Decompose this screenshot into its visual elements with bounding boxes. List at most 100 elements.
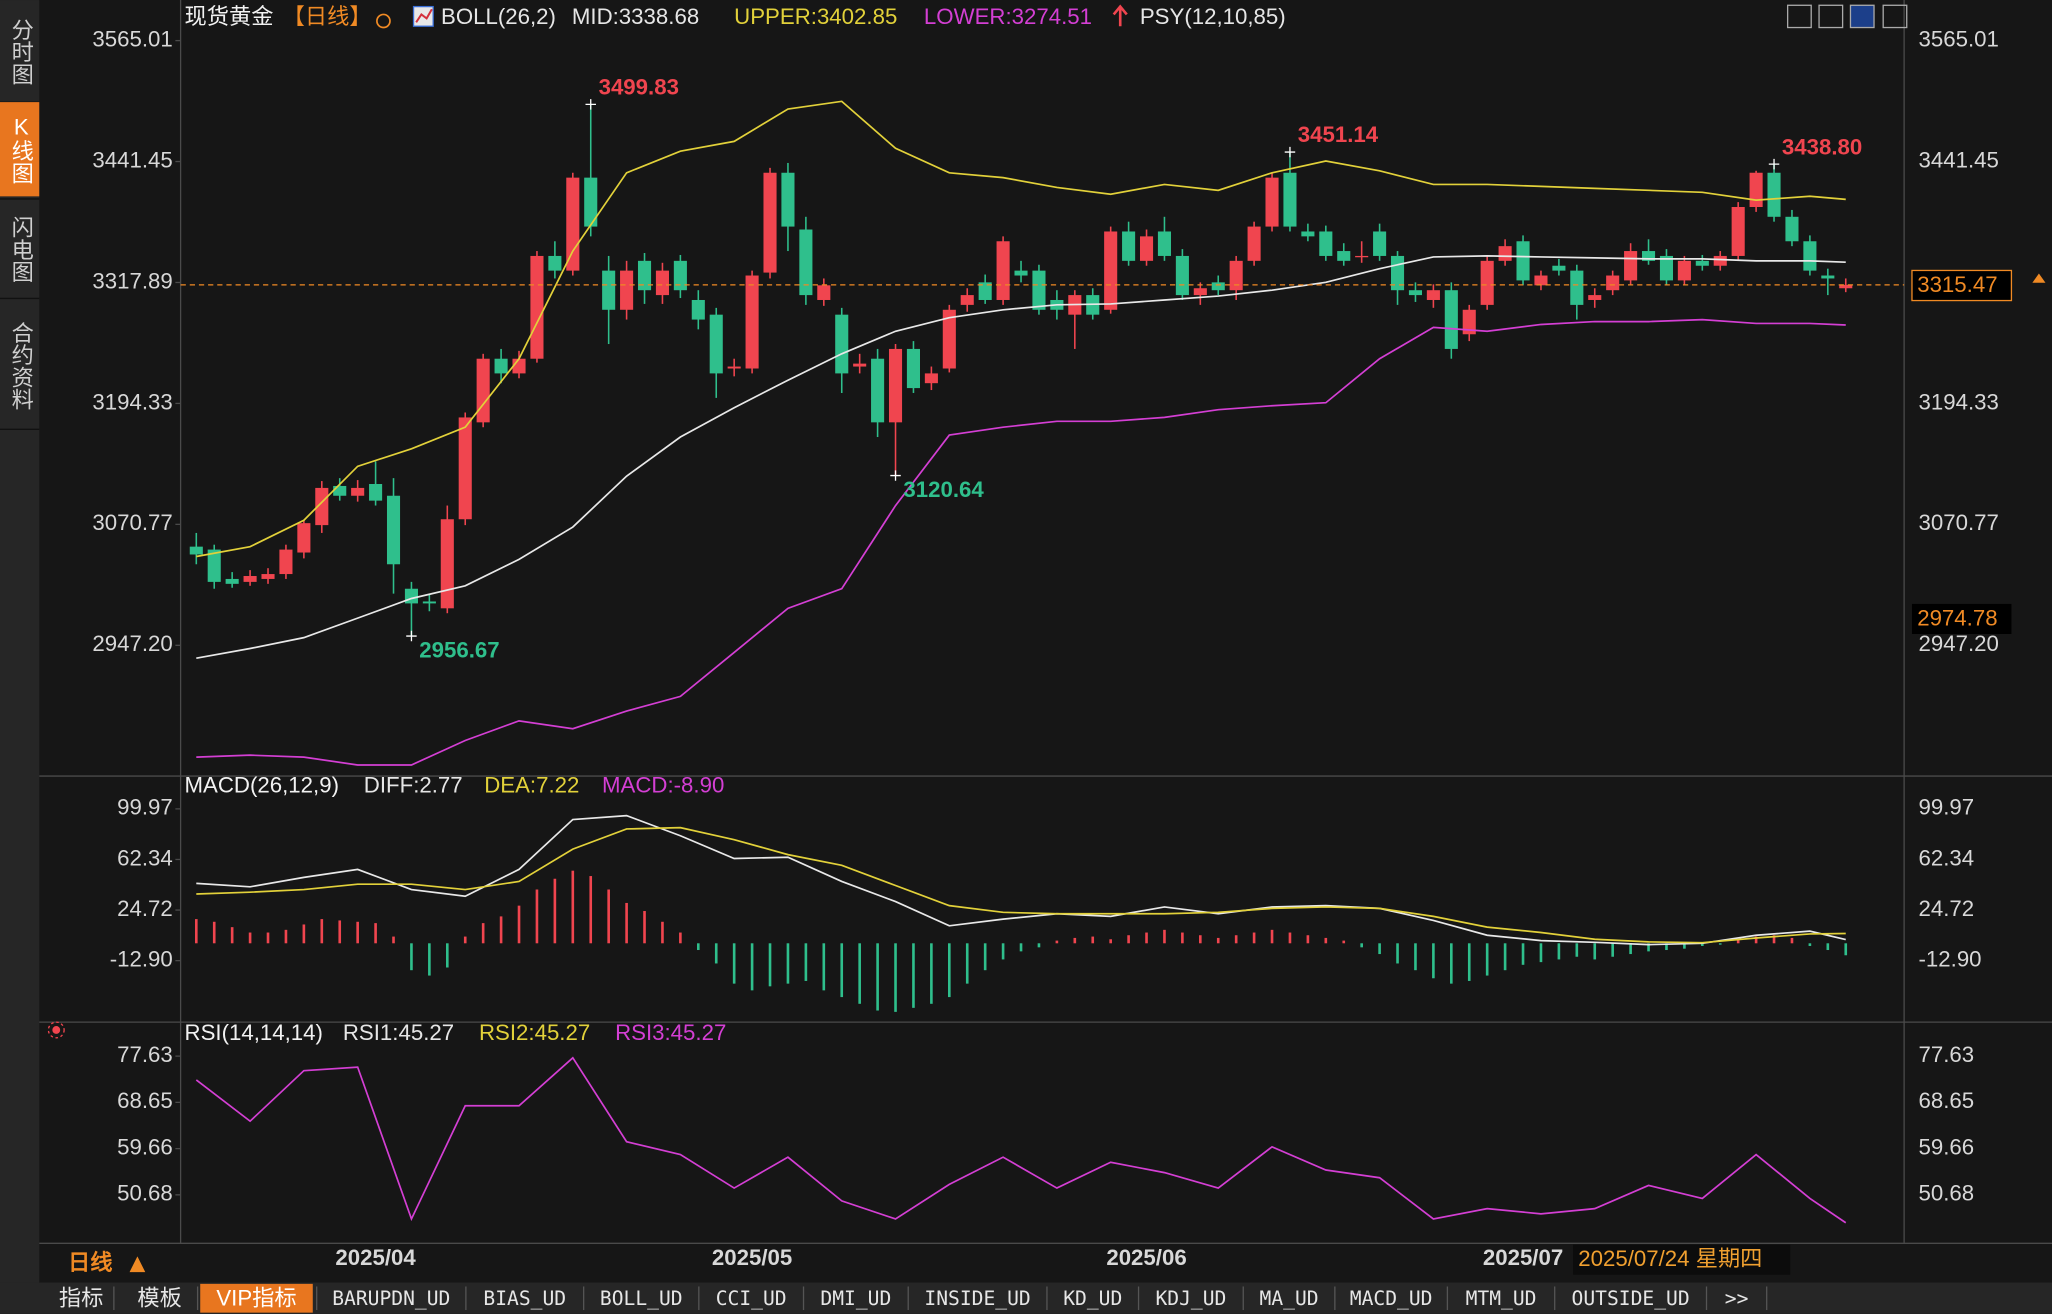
- macd-bar: [1485, 943, 1489, 976]
- tab-active: [200, 1283, 313, 1313]
- candle-body: [1570, 270, 1584, 305]
- y-tick-label: 3565.01: [92, 26, 172, 51]
- annotation: 3120.64: [903, 477, 984, 502]
- candle-body: [1588, 295, 1602, 300]
- y-tick-label-right: 3565.01: [1919, 26, 1999, 51]
- tooltip: 2025/07/24 星期四: [1578, 1246, 1762, 1271]
- macd-bar: [445, 943, 449, 968]
- macd-bar: [948, 943, 951, 998]
- extreme-marker: [406, 630, 417, 642]
- candle-body: [1032, 270, 1046, 310]
- macd-bar: [230, 927, 234, 944]
- tab[interactable]: >>: [1725, 1287, 1749, 1310]
- sidebar-active: [0, 102, 40, 197]
- macd-bar: [1611, 943, 1614, 957]
- legend-entry: LOWER:3274.51: [924, 4, 1092, 29]
- toolbar-icons[interactable]: [1786, 4, 1908, 29]
- macd-bar: [320, 919, 324, 944]
- legend-entry: MID:3338.68: [572, 4, 699, 29]
- macd-bar: [965, 943, 969, 984]
- candle-body: [1211, 282, 1225, 291]
- macd-bar: [1360, 943, 1363, 948]
- add-icon[interactable]: [376, 13, 391, 29]
- icon[interactable]: [1849, 4, 1875, 29]
- candle-body: [243, 576, 257, 582]
- x-tick-label: 2025/07: [1483, 1245, 1563, 1270]
- y-tick-label: 3070.77: [92, 510, 172, 535]
- icon[interactable]: [1882, 4, 1908, 29]
- tab[interactable]: CCI_UD: [716, 1287, 787, 1310]
- macd-bar: [1718, 943, 1722, 945]
- macd-bar: [607, 889, 610, 944]
- candle-body: [745, 275, 759, 369]
- tab[interactable]: INSIDE_UD: [924, 1287, 1030, 1310]
- indicator-line: [196, 318, 1846, 766]
- period-switch-arrow[interactable]: [129, 1256, 146, 1273]
- candle-body: [476, 358, 490, 423]
- sidebar-item[interactable]: K线图: [9, 114, 34, 184]
- macd-bar: [1432, 943, 1435, 979]
- legend-entry: UPPER:3402.85: [734, 4, 897, 29]
- candle-body: [691, 299, 705, 320]
- sidebar-item[interactable]: 合约资料: [9, 321, 34, 411]
- tab[interactable]: BARUPDN_UD: [332, 1287, 450, 1310]
- macd-bar: [1001, 943, 1005, 960]
- macd-bar: [248, 932, 252, 944]
- macd-bar: [912, 943, 915, 1008]
- annotation: 2956.67: [419, 638, 499, 663]
- macd-bar: [1808, 943, 1812, 946]
- tab[interactable]: MTM_UD: [1466, 1287, 1537, 1310]
- candle-body: [817, 285, 831, 300]
- sidebar-bg: [0, 0, 40, 1283]
- macd-bar: [983, 943, 987, 971]
- period-switch[interactable]: 日线: [68, 1249, 112, 1275]
- legend-entry: RSI3:45.27: [615, 1020, 726, 1045]
- macd-bar: [643, 911, 646, 944]
- chart-title: 现货黄金: [185, 4, 274, 29]
- macd-bar: [1037, 943, 1041, 948]
- candle-body: [1104, 231, 1118, 310]
- legend-entry: DIFF:2.77: [364, 772, 463, 797]
- tab[interactable]: 指标: [59, 1285, 103, 1310]
- candle-body: [1785, 216, 1799, 242]
- y-tick-label: 50.68: [117, 1181, 173, 1206]
- candle-body: [960, 295, 974, 305]
- tab[interactable]: KD_UD: [1063, 1287, 1122, 1310]
- y-tick-label-right: 50.68: [1919, 1181, 1975, 1206]
- candle-body: [888, 348, 903, 423]
- tab[interactable]: VIP指标: [216, 1285, 296, 1310]
- tab[interactable]: MACD_UD: [1350, 1287, 1433, 1310]
- macd-bar: [374, 923, 377, 944]
- macd-bar: [714, 943, 718, 964]
- macd-bar: [1575, 943, 1579, 957]
- tab[interactable]: MA_UD: [1260, 1287, 1319, 1310]
- icon[interactable]: [1818, 4, 1844, 29]
- y-tick-label: -12.90: [110, 947, 173, 972]
- candle-body: [978, 282, 992, 300]
- tab[interactable]: OUTSIDE_UD: [1572, 1287, 1690, 1310]
- tab[interactable]: 模板: [137, 1285, 181, 1310]
- macd-bar: [1163, 929, 1166, 944]
- macd-bar: [1270, 929, 1274, 944]
- icon[interactable]: [1786, 4, 1812, 29]
- macd-bar: [1181, 932, 1184, 944]
- macd-bar: [768, 943, 772, 987]
- macd-bar: [1019, 943, 1023, 952]
- macd-bar: [194, 919, 198, 944]
- macd-bar: [1844, 943, 1848, 956]
- y-tick-label: 68.65: [117, 1088, 173, 1113]
- sidebar-item[interactable]: 分时图: [9, 18, 34, 85]
- candle-body: [637, 260, 652, 291]
- tab[interactable]: BIAS_UD: [483, 1287, 566, 1310]
- y-tick-label-right: 3070.77: [1919, 510, 1999, 535]
- y-tick-label-right: 77.63: [1919, 1042, 1975, 1067]
- sidebar-item[interactable]: 闪电图: [9, 216, 34, 283]
- y-tick-label: 3441.45: [92, 147, 172, 172]
- tab[interactable]: DMI_UD: [820, 1287, 891, 1310]
- macd-bar: [1503, 943, 1507, 971]
- tab[interactable]: BOLL_UD: [600, 1287, 683, 1310]
- candle-body: [1247, 226, 1261, 261]
- tab[interactable]: KDJ_UD: [1155, 1287, 1226, 1310]
